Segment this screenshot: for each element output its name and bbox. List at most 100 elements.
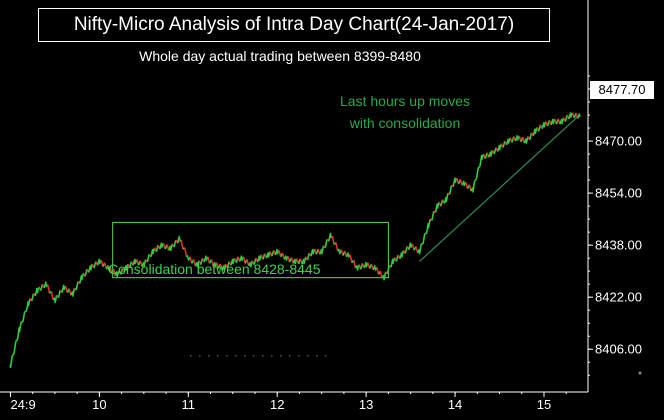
baseline-dot [235, 355, 237, 357]
price-segment-up [15, 338, 19, 342]
price-segment-up [408, 242, 412, 250]
price-segment-up [390, 258, 394, 268]
price-point [391, 260, 394, 263]
last-price-label: 8477.70 [590, 81, 654, 99]
baseline-dot [316, 355, 318, 357]
consolidation-box [112, 221, 389, 279]
baseline-dot [280, 355, 282, 357]
price-segment-down [47, 284, 51, 294]
price-point [311, 250, 314, 253]
price-point [71, 292, 74, 296]
price-segment-up [448, 185, 453, 195]
baseline-dot [289, 355, 291, 357]
price-segment-up [169, 243, 174, 252]
price-segment-up [528, 132, 533, 140]
price-segment-up [212, 261, 216, 267]
price-segment-up [452, 177, 456, 187]
price-point [373, 266, 377, 270]
price-segment-up [75, 281, 79, 291]
price-point [471, 188, 474, 191]
price-segment-up [404, 246, 408, 254]
price-segment-up [132, 258, 136, 266]
price-segment-up [186, 254, 189, 258]
price-point [142, 263, 145, 266]
price-segment-up [477, 165, 481, 169]
price-segment-up [283, 255, 287, 260]
price-segment-up [337, 248, 341, 252]
price-point [276, 250, 279, 253]
price-segment-up [143, 259, 147, 268]
price-point [27, 302, 30, 305]
price-segment-up [320, 245, 325, 255]
price-point [124, 266, 128, 270]
price-point [578, 114, 581, 118]
price-point [462, 182, 466, 185]
last-hours-annotation-line1: Last hours up moves [340, 93, 470, 109]
price-point [293, 260, 297, 263]
price-point [489, 152, 492, 156]
price-point [560, 120, 563, 123]
price-point [151, 250, 154, 253]
price-segment-up [84, 269, 88, 277]
price-segment-up [306, 252, 311, 261]
baseline-dot [226, 355, 228, 357]
price-point [445, 198, 448, 201]
price-segment-up [525, 136, 529, 144]
price-segment-up [422, 233, 426, 244]
price-segment-up [61, 284, 65, 293]
price-segment-up [52, 297, 56, 301]
price-segment-up [248, 261, 252, 267]
price-segment-down [331, 235, 335, 245]
price-segment-up [13, 341, 17, 354]
price-segment-up [443, 196, 447, 204]
x-tick-label: 24:9 [10, 397, 35, 412]
price-point [569, 113, 572, 117]
price-segment-up [386, 265, 391, 274]
price-point [62, 286, 65, 289]
price-point [160, 244, 163, 247]
price-point [231, 260, 234, 263]
baseline-dot [307, 355, 309, 357]
price-segment-up [324, 239, 328, 248]
price-segment-up [416, 248, 421, 254]
baseline-dot [208, 355, 210, 357]
x-tick-label: 11 [182, 397, 196, 412]
baseline-dot [262, 355, 264, 357]
price-segment-up [354, 264, 358, 269]
price-segment-up [427, 218, 431, 229]
trendline [419, 114, 580, 262]
price-segment-up [256, 255, 261, 263]
price-point [427, 224, 430, 227]
price-point [9, 364, 12, 367]
price-segment-up [176, 235, 181, 244]
price-segment-up [173, 239, 177, 248]
price-segment-down [183, 247, 188, 258]
price-segment-up [470, 186, 474, 192]
price-segment-up [87, 265, 92, 273]
price-segment-down [352, 259, 357, 269]
price-point [516, 136, 519, 139]
x-tick-label: 15 [537, 397, 551, 412]
price-segment-up [532, 128, 536, 137]
baseline-dot [298, 355, 300, 357]
price-segment-up [105, 264, 109, 270]
price-segment-up [474, 178, 477, 182]
price-segment-up [541, 121, 545, 129]
price-segment-up [159, 242, 163, 250]
price-point [133, 260, 137, 263]
price-point [542, 123, 546, 126]
price-segment-up [70, 290, 74, 296]
price-segment-up [434, 203, 439, 213]
price-series-layer [9, 112, 581, 369]
x-tick-label: 14 [448, 397, 462, 412]
price-segment-up [114, 271, 118, 277]
price-segment-up [381, 274, 385, 279]
price-point [302, 260, 305, 263]
price-point [365, 263, 368, 266]
baseline-dot [244, 355, 246, 357]
price-point [382, 276, 386, 279]
price-point [267, 253, 270, 256]
price-segment-down [50, 291, 54, 300]
price-point [525, 139, 528, 143]
last-hours-annotation: Last hours up moves with consolidation [300, 90, 510, 134]
